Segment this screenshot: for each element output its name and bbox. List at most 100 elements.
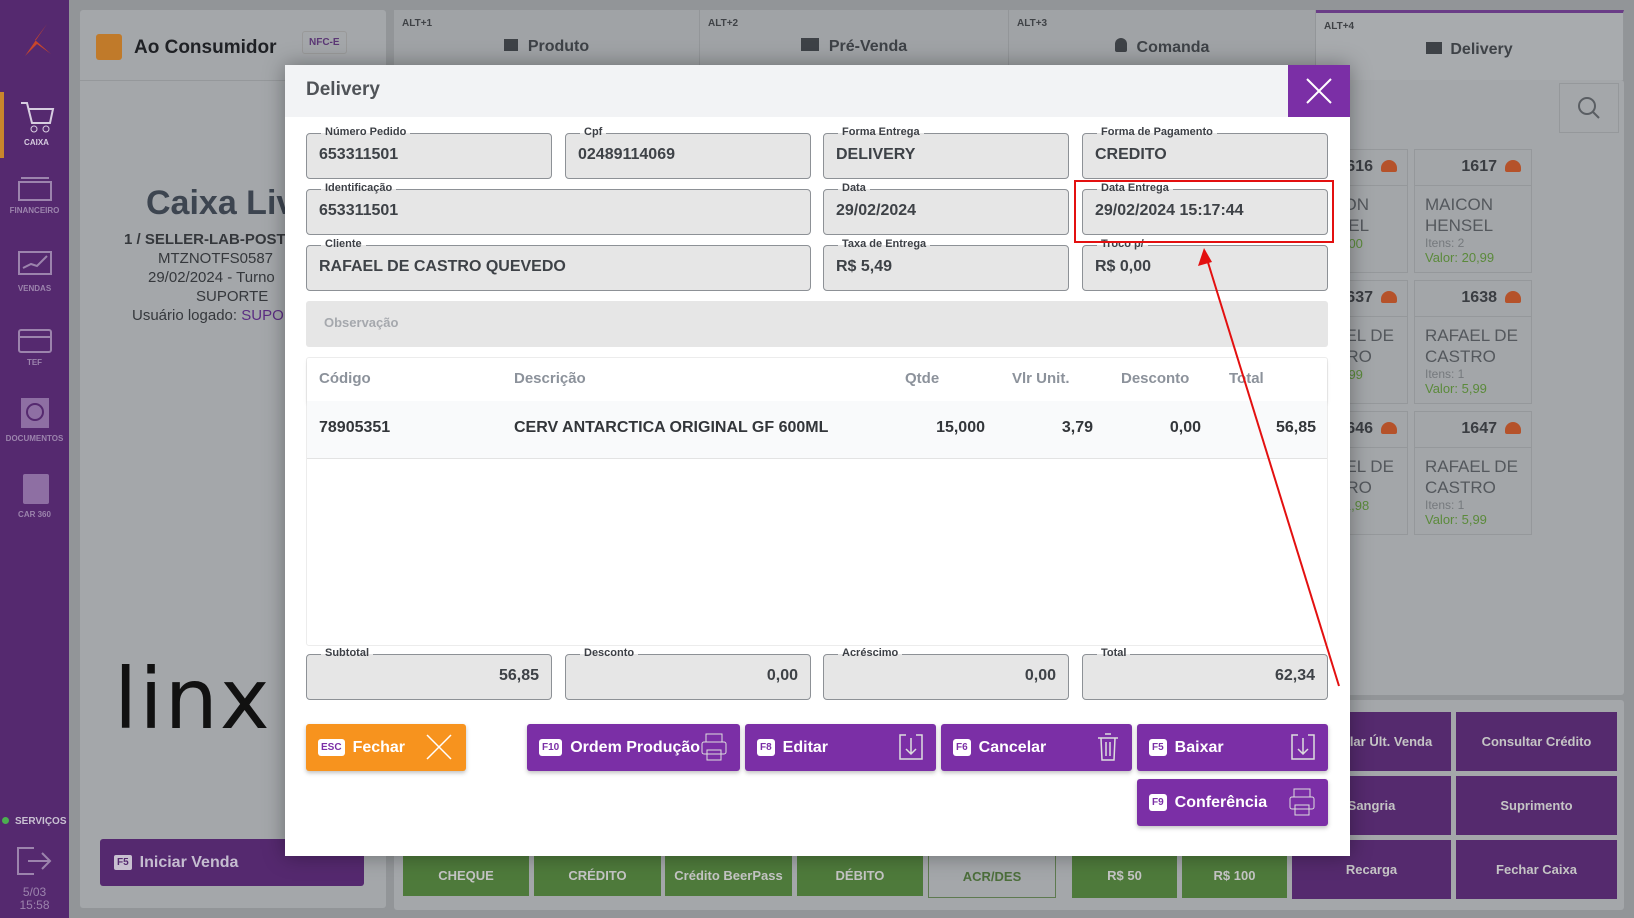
bell-icon [1381,291,1397,303]
key-hint: F5 [114,855,132,870]
sidebar-label: CAIXA [24,138,49,147]
sidebar: CAIXA FINANCEIRO VENDAS TEF DOCUMENTOS C… [0,0,69,918]
delivery-card[interactable]: 1617 MAICON HENSEL Itens: 2 Valor: 20,99 [1414,149,1532,273]
services-status[interactable]: SERVIÇOS [2,816,67,827]
cell-desconto: 0,00 [1169,419,1201,436]
sidebar-item-tef[interactable]: TEF [0,328,69,367]
close-cashier-button[interactable]: Fechar Caixa [1456,840,1617,899]
chart-monitor-icon [17,251,52,275]
sidebar-item-vendas[interactable]: VENDAS [0,250,69,293]
search-icon [1578,97,1600,119]
column-header: Total [1229,370,1264,387]
acr-des-button[interactable]: ACR/DES [928,855,1056,898]
tab-shortcut: ALT+3 [1017,18,1048,29]
delivery-card[interactable]: 1647 RAFAEL DE CASTRO Itens: 1 Valor: 5,99 [1414,411,1532,535]
modal-header [285,65,1350,117]
payment-credito-button[interactable]: CRÉDITO [534,855,661,896]
customer-icon [96,34,122,60]
services-label: SERVIÇOS [15,816,67,827]
tab-delivery[interactable]: ALT+4 Delivery [1316,10,1624,80]
data-field[interactable]: Data 29/02/2024 [823,182,1069,235]
payment-debito-button[interactable]: DÉBITO [797,855,923,896]
delivery-modal: Delivery Número Pedido 653311501 Cpf 02489… [285,65,1350,856]
logout-icon[interactable] [16,846,52,876]
observacao-input[interactable]: Observação [306,301,1328,347]
bell-icon [1505,160,1521,172]
conferencia-button[interactable]: F9 Conferência [1137,779,1328,826]
cart-icon [20,102,54,133]
sidebar-item-documentos[interactable]: DOCUMENTOS [0,394,69,443]
column-header: Desconto [1121,370,1190,387]
sidebar-item-car360[interactable]: CAR 360 [0,470,69,519]
button-label: Iniciar Venda [139,853,239,871]
sidebar-item-financeiro[interactable]: FINANCEIRO [0,176,69,215]
highlight-box [1074,180,1334,243]
identificacao-field[interactable]: Identificação 653311501 [306,182,811,235]
sidebar-label: CAR 360 [18,510,51,519]
payment-cheque-button[interactable]: CHEQUE [403,855,529,896]
cell-descricao: CERV ANTARCTICA ORIGINAL GF 600ML [514,419,829,436]
terminal-info: 1 / SELLER-LAB-POSTO [124,231,298,248]
close-icon [1306,78,1332,104]
document-money-icon [20,398,49,428]
modal-title: Delivery [306,79,380,100]
forma-entrega-field[interactable]: Forma Entrega DELIVERY [823,126,1069,179]
payment-beerpass-button[interactable]: Crédito BeerPass [665,855,792,896]
close-button[interactable] [1288,65,1350,117]
cash-50-button[interactable]: R$ 50 [1072,852,1177,898]
card-icon [17,329,52,353]
taxa-entrega-field[interactable]: Taxa de Entrega R$ 5,49 [823,238,1069,291]
sidebar-label: TEF [26,358,43,367]
forma-pagamento-field[interactable]: Forma de Pagamento CREDITO [1082,126,1328,179]
cliente-field[interactable]: Cliente RAFAEL DE CASTRO QUEVEDO [306,238,811,291]
date: 5/03 [22,885,47,899]
terminal-id: MTZNOTFS0587 [158,250,274,267]
numero-pedido-field[interactable]: Número Pedido 653311501 [306,126,552,179]
desconto-field[interactable]: Desconto 0,00 [565,647,811,700]
editar-button[interactable]: F8 Editar [745,724,936,771]
cell-qtde: 15,000 [936,419,985,436]
cell-codigo: 78905351 [319,419,391,436]
sidebar-label: VENDAS [17,284,52,293]
tab-shortcut: ALT+1 [402,18,433,29]
table-row[interactable]: 78905351 CERV ANTARCTICA ORIGINAL GF 600… [307,401,1327,459]
sidebar-label: DOCUMENTOS [5,434,64,443]
bell-icon [1381,160,1397,172]
ordem-producao-button[interactable]: F10 Ordem Produção [527,724,740,771]
items-table: Código Descrição Qtde Vlr Unit. Desconto… [306,357,1328,646]
tab-shortcut: ALT+2 [708,18,739,29]
status-dot-icon [2,817,9,824]
column-header: Código [319,370,371,387]
subtotal-field: Subtotal 56,85 [306,647,552,700]
column-header: Descrição [514,370,586,387]
total-field: Total 62,34 [1082,647,1328,700]
delivery-card[interactable]: 1638 RAFAEL DE CASTRO Itens: 1 Valor: 5,99 [1414,280,1532,404]
cell-vlr-unit: 3,79 [1061,419,1093,436]
cart-icon [503,39,518,51]
close-x-icon [426,734,452,760]
cancelar-button[interactable]: F6 Cancelar [941,724,1132,771]
printer-icon [1289,788,1315,816]
customer-name[interactable]: Ao Consumidor [134,37,277,58]
nfce-badge[interactable]: NFC-E [302,31,347,54]
app-logo-icon [25,24,51,56]
suprimento-button[interactable]: Suprimento [1456,776,1617,835]
fechar-button[interactable]: ESC Fechar [306,724,466,771]
tab-label: Delivery [1316,41,1623,59]
cash-100-button[interactable]: R$ 100 [1182,852,1287,898]
shift-info: 29/02/2024 - Turno [148,269,275,286]
tab-label: Comanda [1009,38,1315,57]
data-entrega-field[interactable]: Data Entrega 29/02/2024 15:17:44 [1082,182,1328,235]
download-icon [899,734,923,760]
acrescimo-field[interactable]: Acréscimo 0,00 [823,647,1069,700]
troco-field[interactable]: Troco p/R$ 0,00 [1082,238,1328,291]
user-label: Usuário logado: [132,307,242,324]
person-icon [1114,38,1127,52]
sidebar-item-caixa[interactable]: CAIXA [0,92,69,158]
check-credit-button[interactable]: Consultar Crédito [1456,712,1617,771]
time: 15:58 [19,898,50,912]
cpf-field[interactable]: Cpf 02489114069 [565,126,811,179]
printer-icon [701,733,727,761]
baixar-button[interactable]: F5 Baixar [1137,724,1328,771]
search-button[interactable] [1559,83,1619,133]
